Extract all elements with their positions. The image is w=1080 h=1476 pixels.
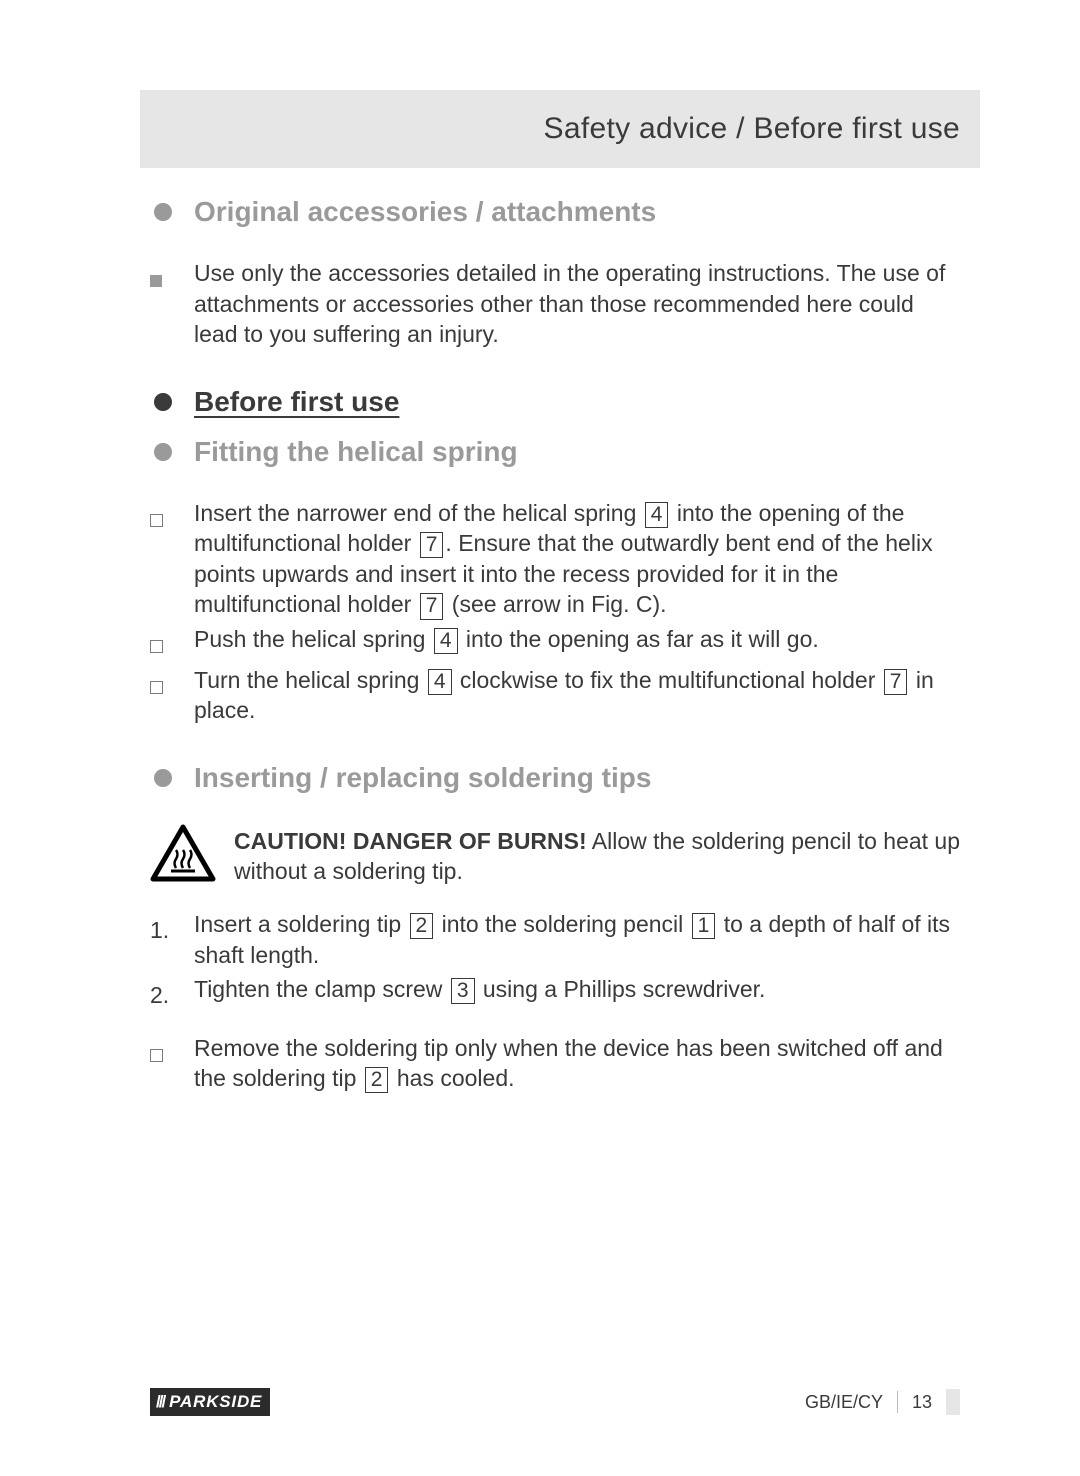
open-square-icon: [150, 665, 194, 702]
caution-bold: CAUTION! DANGER OF BURNS!: [234, 828, 587, 854]
heading-text: Inserting / replacing soldering tips: [194, 762, 651, 793]
list-item-text: Turn the helical spring 4 clockwise to f…: [194, 665, 960, 726]
ref-box: 7: [420, 593, 444, 619]
caution-text: CAUTION! DANGER OF BURNS! Allow the sold…: [234, 824, 960, 887]
heading-before-first-use: Before first use: [150, 386, 960, 418]
list-item-text: Insert the narrower end of the helical s…: [194, 498, 960, 620]
ref-box: 4: [434, 628, 458, 654]
list-item-text: Push the helical spring 4 into the openi…: [194, 624, 960, 655]
bullet-icon: [154, 769, 172, 787]
helical-list: Insert the narrower end of the helical s…: [150, 498, 960, 726]
accessories-list: Use only the accessories detailed in the…: [150, 258, 960, 350]
caution-block: CAUTION! DANGER OF BURNS! Allow the sold…: [150, 824, 960, 887]
heading-text: Fitting the helical spring: [194, 436, 518, 467]
list-item: 1. Insert a soldering tip 2 into the sol…: [150, 909, 960, 970]
ref-box: 7: [884, 669, 908, 695]
ref-box: 4: [428, 669, 452, 695]
text-fragment: Insert a soldering tip: [194, 911, 408, 937]
header-band: Safety advice / Before first use: [140, 90, 980, 168]
separator-icon: [897, 1391, 898, 1413]
tips-notes: Remove the soldering tip only when the d…: [150, 1033, 960, 1094]
text-fragment: has cooled.: [390, 1065, 514, 1091]
section-helical: Fitting the helical spring Insert the na…: [150, 436, 960, 726]
ref-box: 3: [451, 978, 475, 1004]
caution-hot-surface-icon: [150, 824, 216, 884]
list-item: 2. Tighten the clamp screw 3 using a Phi…: [150, 974, 960, 1011]
footer-region: GB/IE/CY: [805, 1392, 883, 1413]
step-number: 2.: [150, 974, 194, 1011]
list-item: Turn the helical spring 4 clockwise to f…: [150, 665, 960, 726]
step-number: 1.: [150, 909, 194, 946]
heading-accessories: Original accessories / attachments: [150, 196, 960, 228]
list-item: Use only the accessories detailed in the…: [150, 258, 960, 350]
text-fragment: Remove the soldering tip only when the d…: [194, 1035, 943, 1092]
section-accessories: Original accessories / attachments Use o…: [150, 196, 960, 350]
list-item-text: Remove the soldering tip only when the d…: [194, 1033, 960, 1094]
tips-steps: 1. Insert a soldering tip 2 into the sol…: [150, 909, 960, 1011]
manual-page: Safety advice / Before first use Origina…: [0, 0, 1080, 1476]
ref-box: 7: [420, 532, 444, 558]
brand-badge: /// PARKSIDE: [150, 1388, 270, 1416]
list-item: Push the helical spring 4 into the openi…: [150, 624, 960, 661]
heading-text: Before first use: [194, 386, 399, 417]
ref-box: 2: [365, 1067, 389, 1093]
list-item-text: Use only the accessories detailed in the…: [194, 258, 960, 350]
ref-box: 4: [645, 502, 669, 528]
text-fragment: using a Phillips screwdriver.: [477, 976, 766, 1002]
header-title: Safety advice / Before first use: [150, 112, 960, 146]
text-fragment: (see arrow in Fig. C).: [445, 591, 666, 617]
list-item-text: Tighten the clamp screw 3 using a Philli…: [194, 974, 960, 1005]
heading-text: Original accessories / attachments: [194, 196, 656, 227]
page-tab-icon: [946, 1389, 960, 1415]
square-bullet-icon: [150, 258, 194, 295]
footer-right: GB/IE/CY 13: [805, 1389, 960, 1415]
footer-page-number: 13: [912, 1392, 932, 1413]
heading-helical: Fitting the helical spring: [150, 436, 960, 468]
open-square-icon: [150, 624, 194, 661]
text-fragment: into the soldering pencil: [435, 911, 689, 937]
open-square-icon: [150, 1033, 194, 1070]
text-fragment: Tighten the clamp screw: [194, 976, 449, 1002]
text-fragment: clockwise to fix the multifunctional hol…: [454, 667, 882, 693]
brand-slashes-icon: ///: [156, 1392, 164, 1412]
open-square-icon: [150, 498, 194, 535]
page-footer: /// PARKSIDE GB/IE/CY 13: [150, 1388, 960, 1416]
bullet-icon: [154, 443, 172, 461]
section-before-first-use: Before first use: [150, 386, 960, 418]
text-fragment: Push the helical spring: [194, 626, 432, 652]
brand-name: PARKSIDE: [169, 1392, 262, 1412]
section-tips: Inserting / replacing soldering tips CAU…: [150, 762, 960, 1094]
bullet-icon: [154, 393, 172, 411]
text-fragment: Turn the helical spring: [194, 667, 426, 693]
text-fragment: into the opening as far as it will go.: [460, 626, 819, 652]
list-item: Insert the narrower end of the helical s…: [150, 498, 960, 620]
bullet-icon: [154, 203, 172, 221]
list-item: Remove the soldering tip only when the d…: [150, 1033, 960, 1094]
text-fragment: Insert the narrower end of the helical s…: [194, 500, 643, 526]
ref-box: 1: [692, 913, 716, 939]
list-item-text: Insert a soldering tip 2 into the solder…: [194, 909, 960, 970]
heading-tips: Inserting / replacing soldering tips: [150, 762, 960, 794]
ref-box: 2: [410, 913, 434, 939]
